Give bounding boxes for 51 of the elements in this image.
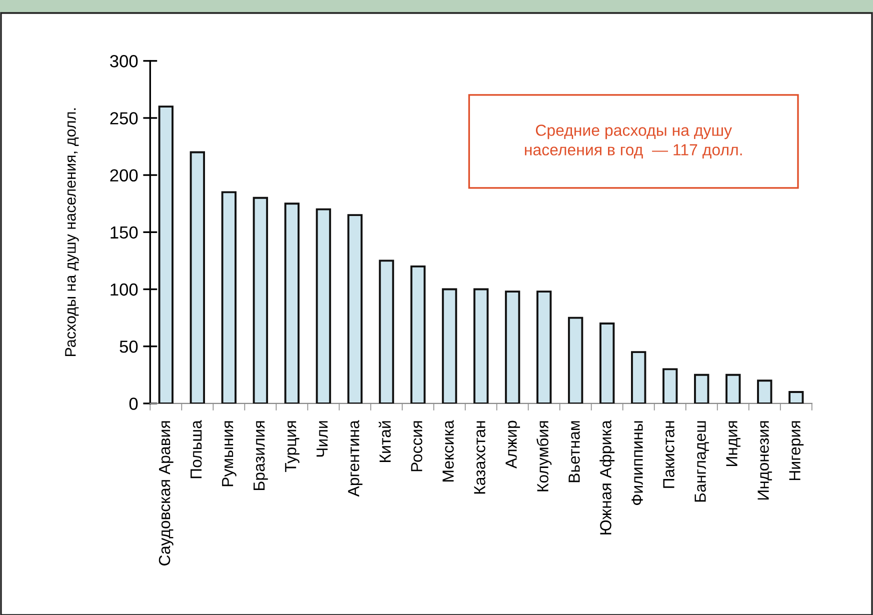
bar bbox=[568, 316, 584, 404]
x-tick-label: Нигерия bbox=[789, 421, 804, 480]
y-tick-label: 300 bbox=[110, 55, 138, 68]
bar bbox=[694, 374, 710, 404]
x-tick-label: Аргентина bbox=[348, 420, 362, 497]
y-tick-label: 200 bbox=[110, 169, 138, 182]
bar bbox=[473, 288, 489, 404]
y-tick-label: 100 bbox=[110, 283, 138, 296]
x-tick-label: Индия bbox=[726, 421, 740, 466]
x-tick-label: Польша bbox=[190, 420, 202, 478]
x-tick-label: Турция bbox=[285, 421, 300, 472]
bar bbox=[221, 191, 237, 404]
bar bbox=[347, 214, 363, 404]
bar bbox=[378, 260, 394, 404]
x-tick-label: Индонезия bbox=[758, 421, 772, 500]
bar bbox=[316, 208, 332, 404]
bar bbox=[726, 374, 741, 404]
x-tick-label: Алжир bbox=[506, 420, 520, 469]
x-tick-label: Саудовская Аравия bbox=[158, 421, 174, 566]
bar bbox=[599, 322, 615, 404]
x-tick-label: Колумбия bbox=[536, 421, 552, 492]
bar bbox=[442, 288, 458, 404]
x-tick-label: Чили bbox=[316, 421, 328, 457]
x-tick-label: Филиппины bbox=[632, 421, 643, 506]
y-axis-title: Расходы на душу населения, долл. bbox=[65, 108, 79, 356]
y-tick-label: 250 bbox=[110, 112, 138, 124]
x-tick-label: Россия bbox=[411, 421, 422, 472]
x-tick-label: Казахстан bbox=[474, 421, 486, 494]
bar bbox=[410, 265, 426, 404]
annotation: Средние расходы на душу населения в год — 117 долл. bbox=[524, 124, 742, 158]
y-tick-label: 50 bbox=[120, 340, 138, 353]
bar bbox=[630, 351, 646, 404]
x-tick-label: Бангладеш bbox=[694, 421, 709, 502]
x-tick-label: Мексика bbox=[442, 420, 454, 482]
bar bbox=[504, 290, 520, 404]
bar bbox=[536, 290, 552, 404]
x-tick-label: Китай bbox=[378, 421, 391, 462]
bar bbox=[190, 151, 206, 404]
x-tick-label: Бразилия bbox=[254, 421, 268, 490]
x-tick-label: Пакистан bbox=[663, 421, 674, 488]
x-tick-label: Вьетнам bbox=[568, 421, 580, 482]
bar bbox=[158, 106, 174, 404]
bar bbox=[662, 368, 678, 404]
bar bbox=[757, 380, 772, 404]
y-tick-label: 0 bbox=[129, 398, 138, 410]
bar bbox=[252, 196, 268, 404]
x-tick-label: Румыния bbox=[222, 421, 236, 486]
x-tick-label: Южная Африка bbox=[600, 420, 615, 534]
bar bbox=[788, 391, 804, 404]
bar bbox=[284, 202, 300, 404]
y-tick-label: 150 bbox=[110, 226, 138, 239]
